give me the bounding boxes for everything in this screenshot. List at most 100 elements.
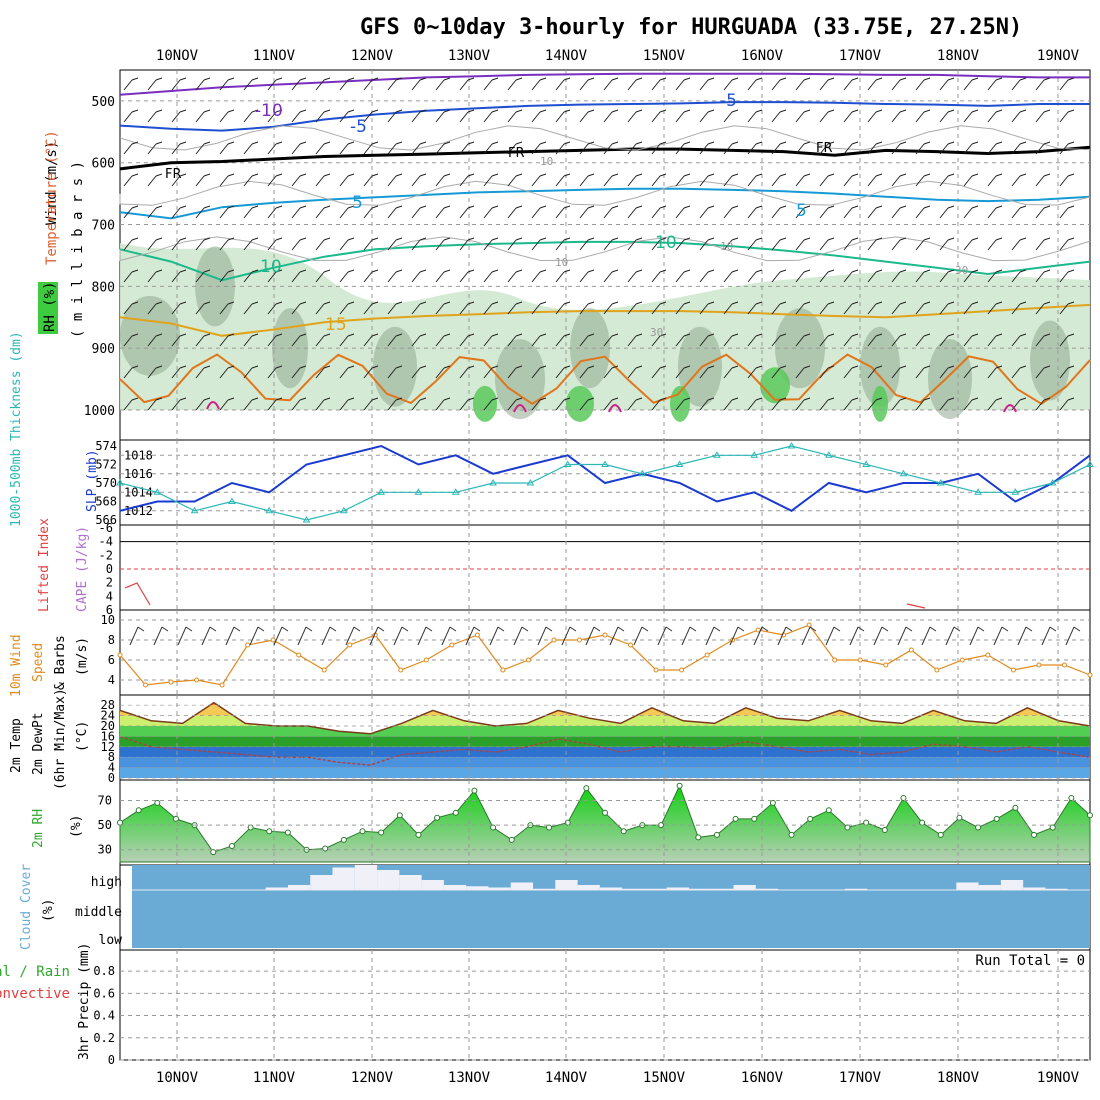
date-label-bottom: 17NOV <box>839 1070 882 1086</box>
wind-barb-10m <box>969 626 985 646</box>
temp-band <box>120 746 1090 758</box>
wind-barb <box>459 141 475 155</box>
wind-barb <box>243 109 259 123</box>
wind-speed-marker <box>449 642 455 648</box>
wind-barb <box>507 141 523 155</box>
wind-barb <box>147 269 163 283</box>
thickness-marker <box>675 460 684 467</box>
thickness-marker <box>899 469 908 477</box>
wind-barb <box>387 333 403 347</box>
wind-barb <box>699 237 715 251</box>
contour-label: 10 <box>260 257 282 277</box>
wind-barb <box>507 269 523 283</box>
wind-barb <box>387 237 403 251</box>
wind-barb <box>507 397 523 411</box>
wind-barb <box>195 269 211 283</box>
ytick-pressure: 700 <box>92 219 115 234</box>
wind-barb <box>843 141 859 155</box>
rh2m-marker <box>1068 795 1075 801</box>
wind-barb <box>987 301 1003 315</box>
contour-magenta <box>608 404 622 413</box>
wind-barb <box>963 77 979 91</box>
rh2m-marker <box>210 849 217 856</box>
wind-barb <box>531 109 547 123</box>
wind-barb <box>987 365 1003 379</box>
wind-barb <box>243 77 259 91</box>
wind-barb <box>459 77 475 91</box>
wind-barb-10m <box>393 626 409 646</box>
wind-barb <box>483 269 499 283</box>
wind-barb <box>723 237 739 251</box>
wind-speed-marker <box>1036 662 1042 668</box>
wind-barb <box>1011 109 1027 123</box>
wind-barb <box>1059 301 1075 315</box>
wind-barb <box>915 173 931 187</box>
wind-speed-marker <box>576 637 582 643</box>
wind-barb <box>291 301 307 315</box>
ytick-wind: 8 <box>108 633 115 647</box>
wind-barb <box>819 237 835 251</box>
wind-barb <box>123 269 139 283</box>
rh-dark-region <box>570 308 610 389</box>
wind-barb <box>339 365 355 379</box>
wind-barb <box>147 365 163 379</box>
wind-barb <box>411 77 427 91</box>
temp-contour-20 <box>119 353 1091 405</box>
slp-line <box>119 444 1091 512</box>
rh2m-marker <box>713 831 720 838</box>
wind10m-panel: 10 8 6 4 <box>101 610 1093 695</box>
wind-barb <box>219 397 235 411</box>
wind-barb <box>1011 205 1027 219</box>
wind-barb <box>795 141 811 155</box>
wind-barb <box>843 301 859 315</box>
wind-barb <box>435 269 451 283</box>
wind-barb <box>291 237 307 251</box>
wind-barb-10m <box>849 626 865 646</box>
thickness-marker <box>750 451 759 458</box>
wind-barb <box>363 397 379 411</box>
wind-barb <box>267 141 283 155</box>
date-label-top: 16NOV <box>741 48 784 64</box>
rh2m-marker <box>340 836 347 843</box>
wind-barb <box>795 205 811 219</box>
wind-barb <box>315 77 331 91</box>
ytick-pressure: 500 <box>92 95 115 110</box>
wind-barb <box>1035 333 1051 347</box>
ytick-temp: 20 <box>101 719 115 733</box>
cloud-level-label: middle <box>75 905 122 920</box>
wind-barb <box>411 269 427 283</box>
wind-barb <box>939 397 955 411</box>
wind-barb-10m <box>777 626 793 646</box>
wind-speed-marker <box>1010 667 1016 673</box>
wind-barb <box>699 397 715 411</box>
wind-barb <box>339 141 355 155</box>
wind-barb <box>1059 237 1075 251</box>
wind-barb <box>843 173 859 187</box>
wind-speed-marker <box>857 657 863 663</box>
thickness-marker <box>638 469 647 477</box>
rh-dark-region <box>678 326 722 407</box>
thickness-marker <box>1048 479 1057 486</box>
thickness-marker <box>526 479 535 486</box>
wind-barb <box>771 205 787 219</box>
wind-barb <box>579 333 595 347</box>
wind-barb <box>291 173 307 187</box>
ytick-rh2m: 70 <box>98 793 112 807</box>
wind-barb-10m <box>993 626 1009 646</box>
wind-barb <box>291 365 307 379</box>
cloud-high-gap <box>555 880 578 890</box>
wind-barb <box>531 237 547 251</box>
wind-barb <box>963 109 979 123</box>
rh2m-marker <box>1049 824 1056 831</box>
panel-frame-p8 <box>119 949 1091 1061</box>
wind-speed-marker <box>194 677 200 683</box>
rh-contour-label: 30 <box>650 326 663 339</box>
ylabel-wind10m-unit: (m/s) <box>75 637 90 676</box>
contour-label: FR <box>816 141 833 156</box>
wind-barb <box>939 365 955 379</box>
wind-barb-10m <box>873 626 889 646</box>
wind-barb <box>651 397 667 411</box>
wind-barb <box>939 109 955 123</box>
wind-barb <box>147 141 163 155</box>
thickness-marker <box>936 479 945 486</box>
